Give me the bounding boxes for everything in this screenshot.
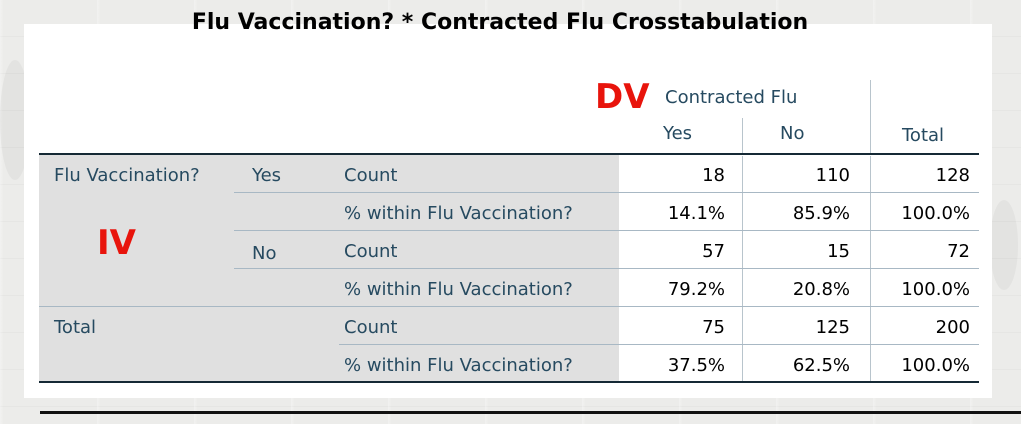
statistic-label: Count xyxy=(344,317,398,338)
column-header-total: Total xyxy=(902,125,945,146)
cell-yes: 14.1% xyxy=(667,203,725,224)
statistic-label: Count xyxy=(344,241,398,262)
cell-yes: 18 xyxy=(702,165,725,186)
crosstab-panel xyxy=(24,24,992,398)
column-group-header: Contracted Flu xyxy=(665,87,798,108)
statistic-label: % within Flu Vaccination? xyxy=(344,203,573,224)
row-category-no: No xyxy=(252,243,277,264)
dv-annotation: DV xyxy=(595,77,650,117)
cell-no: 20.8% xyxy=(792,279,850,300)
cell-total: 72 xyxy=(947,241,970,262)
cell-total: 100.0% xyxy=(901,203,970,224)
row-category-yes: Yes xyxy=(252,165,282,186)
row-total-label: Total xyxy=(54,317,97,338)
cell-no: 110 xyxy=(815,165,850,186)
cell-no: 85.9% xyxy=(792,203,850,224)
statistic-label: Count xyxy=(344,165,398,186)
column-divider xyxy=(870,80,871,154)
column-header-no: No xyxy=(780,123,805,144)
row-rule xyxy=(339,344,979,345)
cell-no: 62.5% xyxy=(792,355,850,376)
cell-total: 200 xyxy=(935,317,970,338)
table-title: Flu Vaccination? * Contracted Flu Crosst… xyxy=(191,10,809,35)
cell-total: 100.0% xyxy=(901,279,970,300)
row-rule xyxy=(234,230,979,231)
cell-total: 100.0% xyxy=(901,355,970,376)
cell-yes: 57 xyxy=(702,241,725,262)
column-divider xyxy=(742,156,743,382)
statistic-label: % within Flu Vaccination? xyxy=(344,355,573,376)
iv-annotation: IV xyxy=(97,223,136,263)
cell-yes: 79.2% xyxy=(667,279,725,300)
cell-yes: 75 xyxy=(702,317,725,338)
cell-yes: 37.5% xyxy=(667,355,725,376)
row-rule xyxy=(234,268,979,269)
column-divider xyxy=(742,118,743,154)
bottom-divider xyxy=(40,411,1021,414)
header-rule xyxy=(39,153,979,155)
cell-no: 15 xyxy=(827,241,850,262)
table-bottom-rule xyxy=(39,381,979,383)
statistic-label: % within Flu Vaccination? xyxy=(344,279,573,300)
column-header-yes: Yes xyxy=(663,123,693,144)
row-variable-label: Flu Vaccination? xyxy=(54,165,200,186)
row-rule xyxy=(39,306,979,307)
column-divider xyxy=(870,156,871,382)
wall-texture xyxy=(990,200,1018,290)
cell-no: 125 xyxy=(815,317,850,338)
cell-total: 128 xyxy=(935,165,970,186)
row-rule xyxy=(234,192,979,193)
